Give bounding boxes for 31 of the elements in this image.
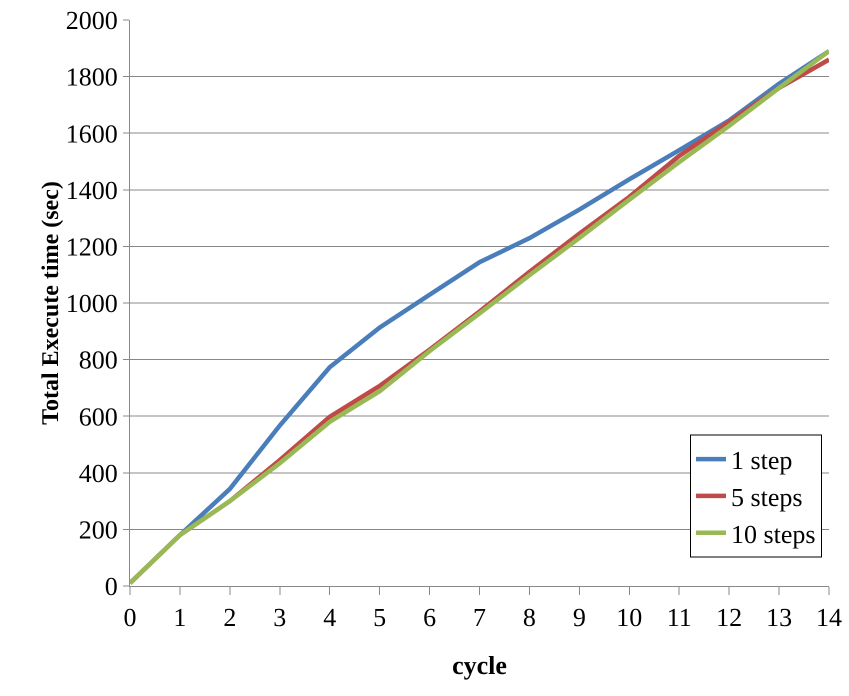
- x-tick-label: 11: [666, 603, 692, 632]
- y-tick-label: 200: [78, 516, 118, 544]
- y-tick-label: 0: [104, 572, 118, 602]
- legend-label: 10 steps: [731, 520, 816, 549]
- y-tick-label: 1000: [66, 289, 118, 318]
- y-tick-label: 1400: [66, 176, 118, 205]
- x-tick-label: 12: [716, 603, 742, 632]
- x-tick-label: 0: [124, 603, 136, 632]
- x-tick-label: 2: [223, 603, 236, 632]
- x-axis-title: cycle: [452, 651, 507, 680]
- x-tick-label: 10: [616, 603, 642, 632]
- x-tick-label: 8: [522, 603, 536, 632]
- x-tick-label: 13: [766, 603, 792, 632]
- y-axis-title: Total Execute time (sec): [38, 181, 64, 425]
- y-tick-label: 1200: [66, 232, 118, 262]
- x-tick-label: 6: [423, 603, 436, 632]
- y-tick-label: 600: [78, 402, 118, 432]
- y-tick-label: 800: [78, 346, 118, 375]
- x-tick-label: 4: [323, 603, 336, 632]
- y-tick-label: 1800: [66, 62, 118, 92]
- legend-label: 1 step: [731, 446, 792, 476]
- x-tick-label: 7: [473, 603, 486, 632]
- x-tick-label: 1: [173, 603, 186, 632]
- x-tick-label: 3: [273, 603, 286, 632]
- x-tick-label: 5: [373, 603, 386, 632]
- y-tick-label: 1600: [66, 119, 118, 148]
- y-tick-label: 400: [78, 458, 118, 488]
- legend-label: 5 steps: [731, 483, 803, 512]
- x-tick-label: 9: [572, 603, 586, 632]
- x-tick-label: 14: [816, 603, 842, 632]
- y-tick-label: 2000: [66, 6, 118, 36]
